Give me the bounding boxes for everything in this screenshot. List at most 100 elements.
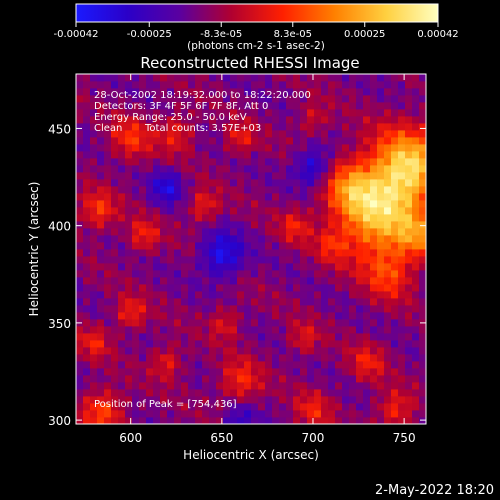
heatmap-cell bbox=[104, 403, 112, 411]
heatmap-cell bbox=[251, 165, 259, 173]
heatmap-cell bbox=[118, 368, 126, 376]
heatmap-cell bbox=[384, 235, 392, 243]
heatmap-cell bbox=[216, 361, 224, 369]
heatmap-cell bbox=[174, 137, 182, 145]
heatmap-cell bbox=[167, 81, 175, 89]
heatmap-cell bbox=[202, 319, 210, 327]
heatmap-cell bbox=[251, 95, 259, 103]
heatmap-cell bbox=[412, 242, 420, 250]
heatmap-cell bbox=[209, 109, 217, 117]
heatmap-cell bbox=[181, 207, 189, 215]
heatmap-cell bbox=[293, 102, 301, 110]
heatmap-cell bbox=[118, 165, 126, 173]
heatmap-cell bbox=[377, 242, 385, 250]
heatmap-cell bbox=[195, 396, 203, 404]
heatmap-cell bbox=[272, 270, 280, 278]
heatmap-cell bbox=[286, 333, 294, 341]
heatmap-cell bbox=[237, 109, 245, 117]
heatmap-cell bbox=[342, 389, 350, 397]
heatmap-cell bbox=[258, 410, 266, 418]
heatmap-cell bbox=[307, 207, 315, 215]
heatmap-cell bbox=[125, 207, 133, 215]
heatmap-cell bbox=[97, 291, 105, 299]
heatmap-cell bbox=[279, 284, 287, 292]
heatmap-cell bbox=[174, 263, 182, 271]
heatmap-cell bbox=[258, 165, 266, 173]
heatmap-cell bbox=[139, 389, 147, 397]
heatmap-cell bbox=[139, 109, 147, 117]
heatmap-cell bbox=[83, 74, 91, 82]
colorbar-tick-label: 0.00042 bbox=[417, 29, 458, 40]
heatmap-cell bbox=[223, 263, 231, 271]
heatmap-cell bbox=[272, 277, 280, 285]
heatmap-cell bbox=[118, 81, 126, 89]
heatmap-cell bbox=[384, 368, 392, 376]
heatmap-cell bbox=[314, 151, 322, 159]
heatmap-cell bbox=[111, 172, 119, 180]
heatmap-cell bbox=[265, 375, 273, 383]
heatmap-cell bbox=[398, 319, 406, 327]
heatmap-cell bbox=[97, 263, 105, 271]
heatmap-cell bbox=[237, 151, 245, 159]
heatmap-cell bbox=[97, 193, 105, 201]
heatmap-cell bbox=[216, 284, 224, 292]
heatmap-cell bbox=[111, 81, 119, 89]
heatmap-cell bbox=[111, 347, 119, 355]
heatmap-cell bbox=[118, 207, 126, 215]
heatmap-cell bbox=[90, 249, 98, 257]
heatmap-cell bbox=[146, 235, 154, 243]
heatmap-cell bbox=[356, 249, 364, 257]
heatmap-cell bbox=[118, 389, 126, 397]
heatmap-cell bbox=[377, 228, 385, 236]
heatmap-cell bbox=[272, 284, 280, 292]
heatmap-cell bbox=[83, 270, 91, 278]
heatmap-cell bbox=[118, 186, 126, 194]
heatmap-cell bbox=[97, 102, 105, 110]
colorbar-tick-label: -0.00042 bbox=[54, 29, 99, 40]
heatmap-cell bbox=[181, 326, 189, 334]
heatmap-cell bbox=[300, 277, 308, 285]
heatmap-cell bbox=[195, 410, 203, 418]
heatmap-cell bbox=[314, 291, 322, 299]
heatmap-cell bbox=[370, 137, 378, 145]
heatmap-cell bbox=[328, 291, 336, 299]
heatmap-cell bbox=[265, 354, 273, 362]
heatmap-cell bbox=[209, 368, 217, 376]
heatmap-cell bbox=[377, 235, 385, 243]
heatmap-cell bbox=[349, 165, 357, 173]
heatmap-cell bbox=[405, 347, 413, 355]
heatmap-cell bbox=[167, 172, 175, 180]
heatmap-cell bbox=[307, 130, 315, 138]
heatmap-cell bbox=[223, 95, 231, 103]
heatmap-cell bbox=[398, 193, 406, 201]
heatmap-cell bbox=[139, 179, 147, 187]
heatmap-cell bbox=[202, 403, 210, 411]
heatmap-cell bbox=[412, 137, 420, 145]
heatmap-cell bbox=[419, 116, 426, 124]
heatmap-cell bbox=[216, 151, 224, 159]
heatmap-cell bbox=[377, 312, 385, 320]
heatmap-cell bbox=[300, 375, 308, 383]
heatmap-cell bbox=[293, 368, 301, 376]
heatmap-cell bbox=[391, 312, 399, 320]
heatmap-cell bbox=[118, 130, 126, 138]
heatmap-cell bbox=[265, 256, 273, 264]
heatmap-cell bbox=[314, 382, 322, 390]
heatmap-cell bbox=[391, 81, 399, 89]
heatmap-cell bbox=[279, 354, 287, 362]
heatmap-cell bbox=[160, 186, 168, 194]
heatmap-cell bbox=[349, 249, 357, 257]
heatmap-cell bbox=[300, 214, 308, 222]
heatmap-cell bbox=[118, 95, 126, 103]
heatmap-cell bbox=[83, 88, 91, 96]
heatmap-cell bbox=[279, 207, 287, 215]
heatmap-cell bbox=[321, 410, 329, 418]
heatmap-cell bbox=[265, 200, 273, 208]
heatmap-cell bbox=[118, 137, 126, 145]
heatmap-cell bbox=[132, 277, 140, 285]
heatmap-cell bbox=[139, 172, 147, 180]
heatmap-cell bbox=[328, 130, 336, 138]
heatmap-cell bbox=[307, 312, 315, 320]
heatmap-cell bbox=[293, 165, 301, 173]
heatmap-cell bbox=[202, 375, 210, 383]
